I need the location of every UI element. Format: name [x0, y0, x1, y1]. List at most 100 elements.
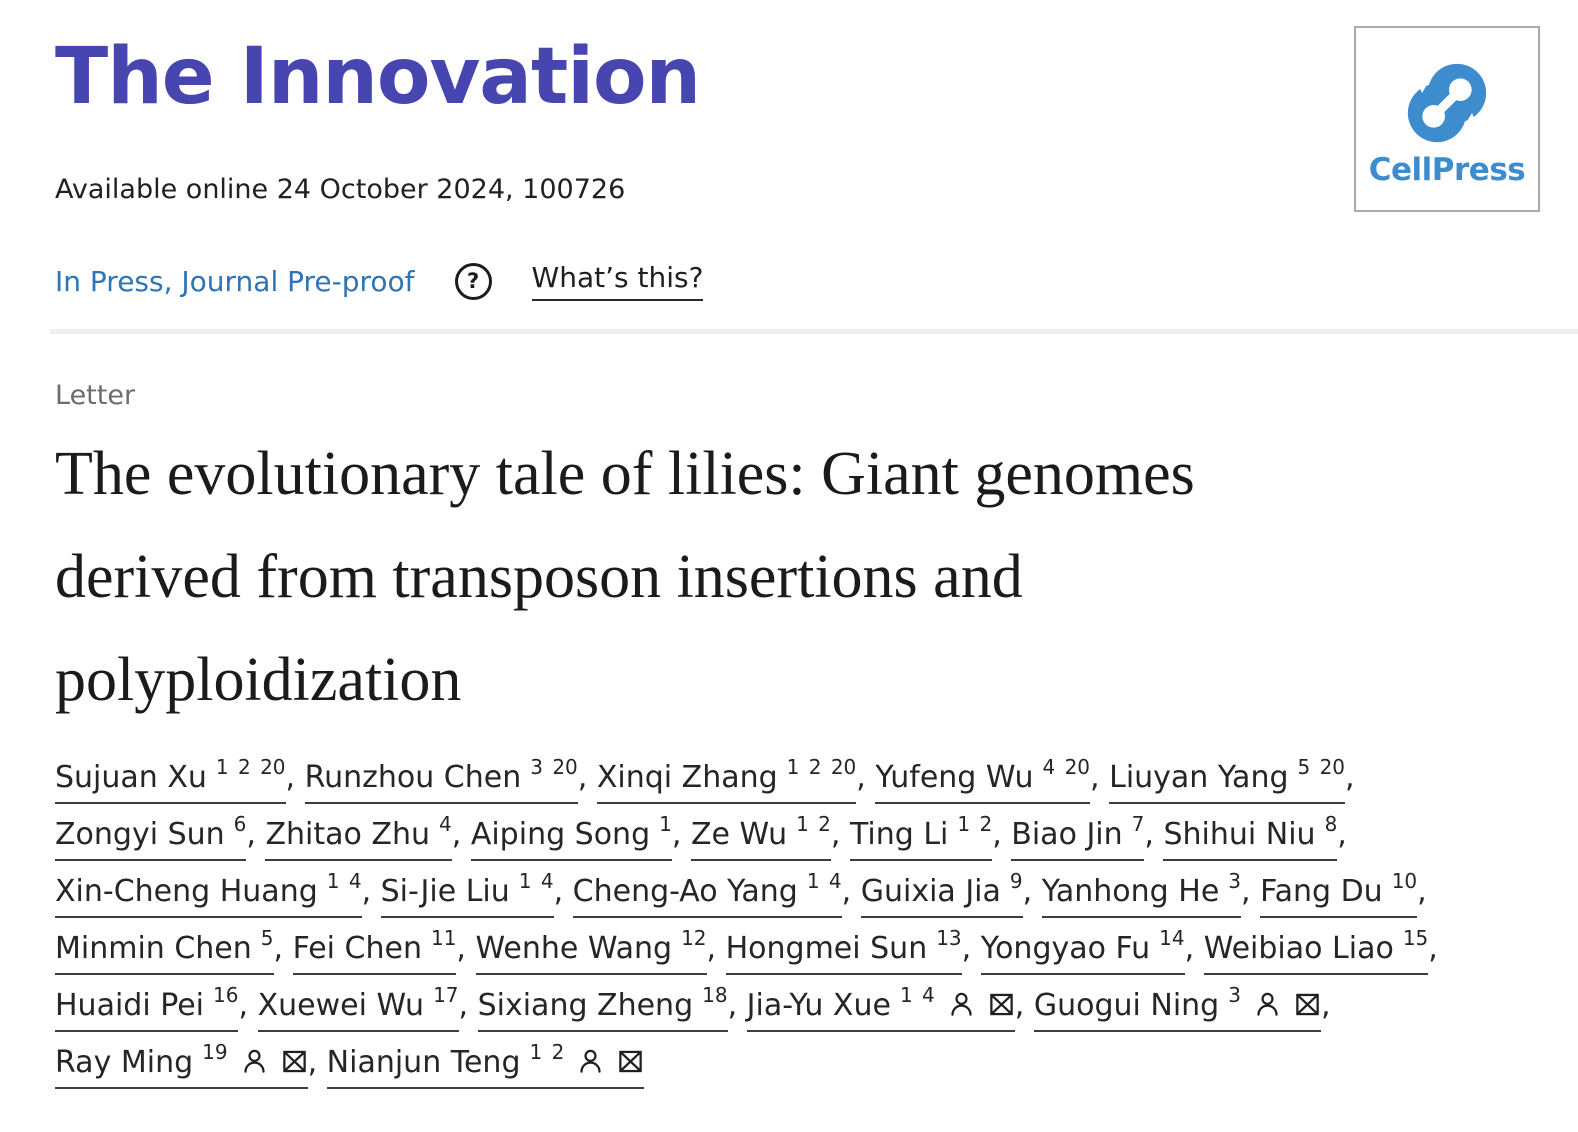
author-affiliation-superscript: 1 2 — [796, 811, 831, 836]
author[interactable]: Runzhou Chen 3 20 — [304, 755, 578, 804]
article-type-label: Letter — [55, 380, 136, 411]
email-icon[interactable] — [617, 1048, 644, 1075]
author-name: Jia-Yu Xue — [746, 987, 891, 1023]
author-affiliation-superscript: 1 4 — [899, 982, 935, 1007]
author-name: Xuewei Wu — [257, 987, 425, 1023]
author[interactable]: Yufeng Wu 4 20 — [875, 755, 1091, 804]
author-profile-icon[interactable] — [948, 991, 975, 1018]
author-name: Zhitao Zhu — [265, 816, 431, 852]
email-icon[interactable] — [1294, 991, 1321, 1018]
author[interactable]: Cheng-Ao Yang 1 4 — [572, 869, 842, 918]
author-name: Guixia Jia — [860, 873, 1001, 909]
author[interactable]: Guixia Jia 9 — [860, 869, 1023, 918]
author-affiliation-superscript: 19 — [202, 1039, 228, 1064]
author-name: Ray Ming — [55, 1044, 194, 1080]
author-affiliation-superscript: 4 20 — [1042, 754, 1091, 779]
in-press-link[interactable]: In Press, Journal Pre-proof — [55, 264, 415, 298]
author-affiliation-superscript: 6 — [233, 811, 247, 836]
author[interactable]: Sixiang Zheng 18 — [477, 983, 728, 1032]
author-affiliation-superscript: 9 — [1009, 868, 1023, 893]
author-name: Yanhong He — [1041, 873, 1220, 909]
author-affiliation-superscript: 16 — [213, 982, 239, 1007]
author-name: Sixiang Zheng — [477, 987, 694, 1023]
author[interactable]: Yanhong He 3 — [1041, 869, 1242, 918]
author-name: Cheng-Ao Yang — [572, 873, 798, 909]
author-affiliation-superscript: 18 — [702, 982, 728, 1007]
cellpress-logo-text: CellPress — [1368, 151, 1526, 188]
author[interactable]: Xuewei Wu 17 — [257, 983, 459, 1032]
author[interactable]: Nianjun Teng 1 2 — [326, 1040, 645, 1089]
author[interactable]: Ze Wu 1 2 — [690, 812, 831, 861]
author[interactable]: Sujuan Xu 1 2 20 — [55, 755, 286, 804]
author[interactable]: Huaidi Pei 16 — [55, 983, 239, 1032]
author[interactable]: Zongyi Sun 6 — [55, 812, 247, 861]
author[interactable]: Wenhe Wang 12 — [475, 926, 707, 975]
author[interactable]: Ray Ming 19 — [55, 1040, 308, 1089]
author-affiliation-superscript: 3 — [1228, 982, 1241, 1007]
author-name: Xin-Cheng Huang — [55, 873, 318, 909]
author-line: Zongyi Sun 6, Zhitao Zhu 4, Aiping Song 1, … — [55, 812, 1528, 874]
author-name: Wenhe Wang — [475, 930, 673, 966]
journal-logo[interactable]: The Innovation — [55, 32, 701, 122]
author-line: Huaidi Pei 16, Xuewei Wu 17, Sixiang Zheng… — [55, 983, 1528, 1045]
author-name: Ting Li — [849, 816, 949, 852]
author[interactable]: Zhitao Zhu 4 — [265, 812, 452, 861]
author-profile-icon[interactable] — [1254, 991, 1281, 1018]
author-name: Weibiao Liao — [1203, 930, 1394, 966]
author-name: Shihui Niu — [1163, 816, 1316, 852]
author-name: Minmin Chen — [55, 930, 252, 966]
author-affiliation-superscript: 12 — [681, 925, 707, 950]
author[interactable]: Minmin Chen 5 — [55, 926, 274, 975]
author-affiliation-superscript: 1 2 20 — [786, 754, 857, 779]
author[interactable]: Ting Li 1 2 — [849, 812, 993, 861]
author[interactable]: Yongyao Fu 14 — [980, 926, 1185, 975]
author-affiliation-superscript: 3 — [1228, 868, 1242, 893]
author[interactable]: Fei Chen 11 — [292, 926, 457, 975]
author-name: Huaidi Pei — [55, 987, 205, 1023]
author[interactable]: Jia-Yu Xue 1 4 — [746, 983, 1015, 1032]
author-name: Nianjun Teng — [326, 1044, 521, 1080]
section-divider — [50, 329, 1578, 334]
author-affiliation-superscript: 1 4 — [806, 868, 842, 893]
author-name: Liuyan Yang — [1109, 759, 1289, 795]
author[interactable]: Liuyan Yang 5 20 — [1109, 755, 1346, 804]
author-name: Runzhou Chen — [304, 759, 522, 795]
author-name: Zongyi Sun — [55, 816, 225, 852]
author[interactable]: Weibiao Liao 15 — [1203, 926, 1429, 975]
author-affiliation-superscript: 10 — [1391, 868, 1418, 893]
status-row: In Press, Journal Pre-proof ? What’s thi… — [55, 261, 1528, 301]
author[interactable]: Xinqi Zhang 1 2 20 — [596, 755, 857, 804]
author-affiliation-superscript: 1 2 20 — [215, 754, 286, 779]
whats-this-link[interactable]: What’s this? — [531, 261, 704, 301]
author[interactable]: Biao Jin 7 — [1011, 812, 1145, 861]
author-affiliation-superscript: 11 — [430, 925, 457, 950]
author[interactable]: Si-Jie Liu 1 4 — [380, 869, 554, 918]
author-name: Aiping Song — [470, 816, 651, 852]
author[interactable]: Fang Du 10 — [1260, 869, 1418, 918]
help-icon-glyph: ? — [466, 269, 480, 293]
available-online-text: Available online 24 October 2024, 100726 — [55, 174, 626, 205]
author-line: Minmin Chen 5, Fei Chen 11, Wenhe Wang 12, … — [55, 926, 1528, 988]
author-name: Xinqi Zhang — [596, 759, 778, 795]
author-name: Guogui Ning — [1033, 987, 1220, 1023]
author-affiliation-superscript: 1 — [659, 811, 672, 836]
cellpress-logo[interactable]: CellPress — [1354, 26, 1540, 212]
author-profile-icon[interactable] — [241, 1048, 268, 1075]
author-affiliation-superscript: 1 2 — [529, 1039, 565, 1064]
author[interactable]: Aiping Song 1 — [470, 812, 672, 861]
author-affiliation-superscript: 5 20 — [1297, 754, 1346, 779]
author-affiliation-superscript: 1 4 — [518, 868, 554, 893]
author[interactable]: Shihui Niu 8 — [1163, 812, 1338, 861]
help-question-icon[interactable]: ? — [454, 262, 492, 300]
author-line: Xin-Cheng Huang 1 4, Si-Jie Liu 1 4, Cheng… — [55, 869, 1528, 931]
email-icon[interactable] — [988, 991, 1015, 1018]
author-name: Si-Jie Liu — [380, 873, 510, 909]
author-name: Biao Jin — [1011, 816, 1123, 852]
author[interactable]: Xin-Cheng Huang 1 4 — [55, 869, 362, 918]
author[interactable]: Guogui Ning 3 — [1033, 983, 1321, 1032]
author-affiliation-superscript: 14 — [1159, 925, 1185, 950]
email-icon[interactable] — [281, 1048, 308, 1075]
author-profile-icon[interactable] — [577, 1048, 604, 1075]
author[interactable]: Hongmei Sun 13 — [725, 926, 962, 975]
